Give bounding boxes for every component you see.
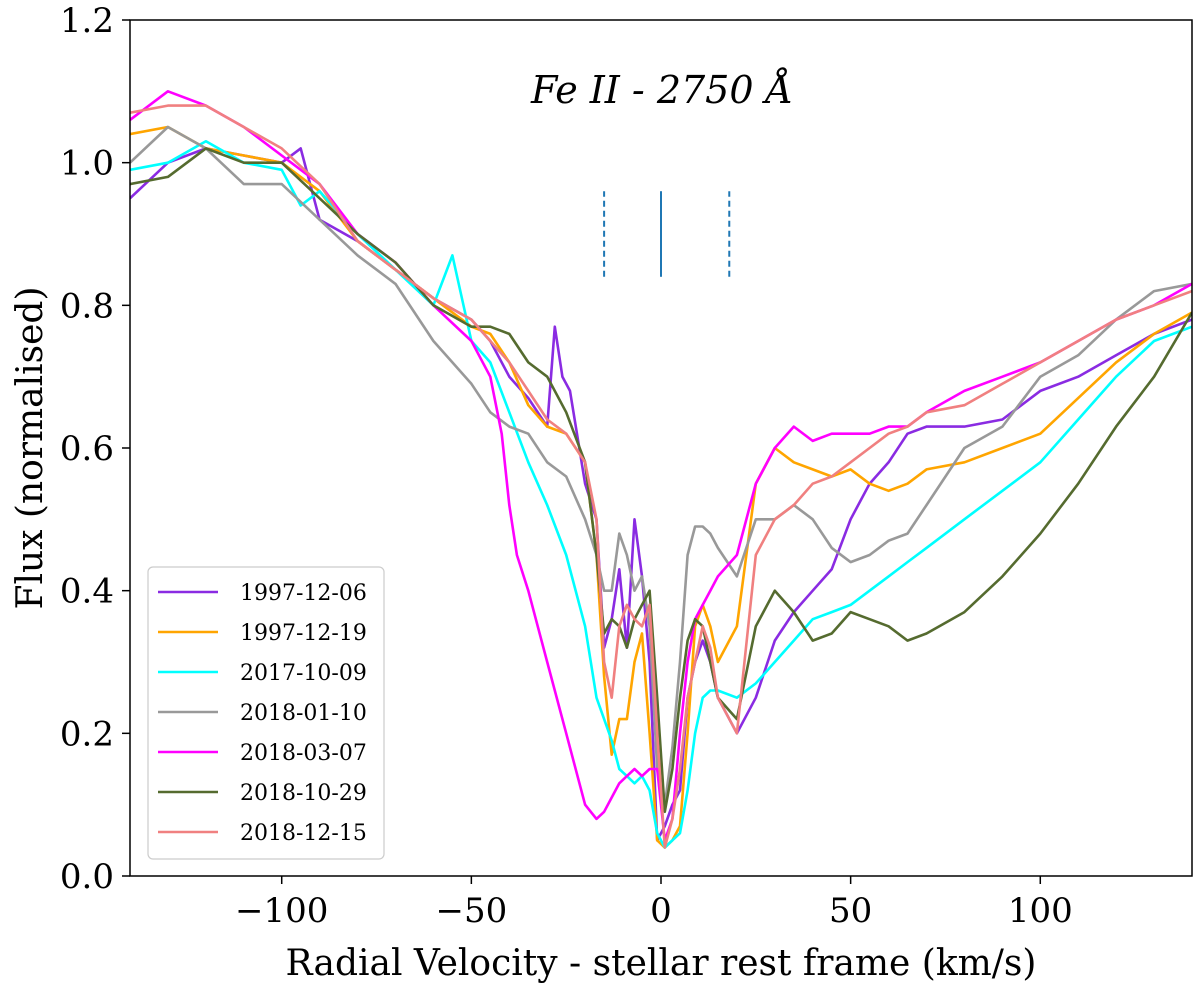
x-tick-label: −50 [435,891,507,931]
y-tick-label: 0.8 [60,286,114,326]
y-tick-label: 0.6 [60,429,114,469]
series-line-2018-10-29 [130,147,1192,814]
series-layer [130,90,1192,849]
x-axis-label: Radial Velocity - stellar rest frame (km… [286,943,1037,984]
legend-entry: 2018-12-15 [240,821,367,846]
line-annotation: Fe II - 2750 Å [530,68,793,112]
y-tick-label: 0.0 [60,857,114,897]
y-axis-label: Flux (normalised) [10,286,51,609]
series-line-2017-10-09 [130,140,1192,849]
x-tick-label: 100 [1008,891,1073,931]
x-tick-label: −100 [235,891,328,931]
legend-entry: 1997-12-19 [240,621,367,646]
legend-entry: 2018-01-10 [240,701,367,726]
y-tick-label: 1.0 [60,144,114,184]
series-line-2018-12-15 [130,104,1192,849]
x-tick-label: 0 [650,891,672,931]
legend-entry: 2018-03-07 [240,741,367,766]
series-line-2018-03-07 [130,90,1192,842]
legend-entry: 2017-10-09 [240,661,367,686]
x-axis-ticks: −100 −50 0 50 100 [235,876,1073,931]
y-tick-label: 1.2 [60,1,114,41]
velocity-markers [603,191,731,277]
legend-entry: 2018-10-29 [240,781,367,806]
y-axis-ticks: 0.0 0.2 0.4 0.6 0.8 1.0 1.2 [60,1,130,897]
y-tick-label: 0.4 [60,572,114,612]
legend-box [147,566,385,860]
legend-entry: 1997-12-06 [240,581,367,606]
y-tick-label: 0.2 [60,714,114,754]
legend: 1997-12-06 1997-12-19 2017-10-09 2018-01-10… [147,566,385,860]
x-tick-label: 50 [829,891,872,931]
